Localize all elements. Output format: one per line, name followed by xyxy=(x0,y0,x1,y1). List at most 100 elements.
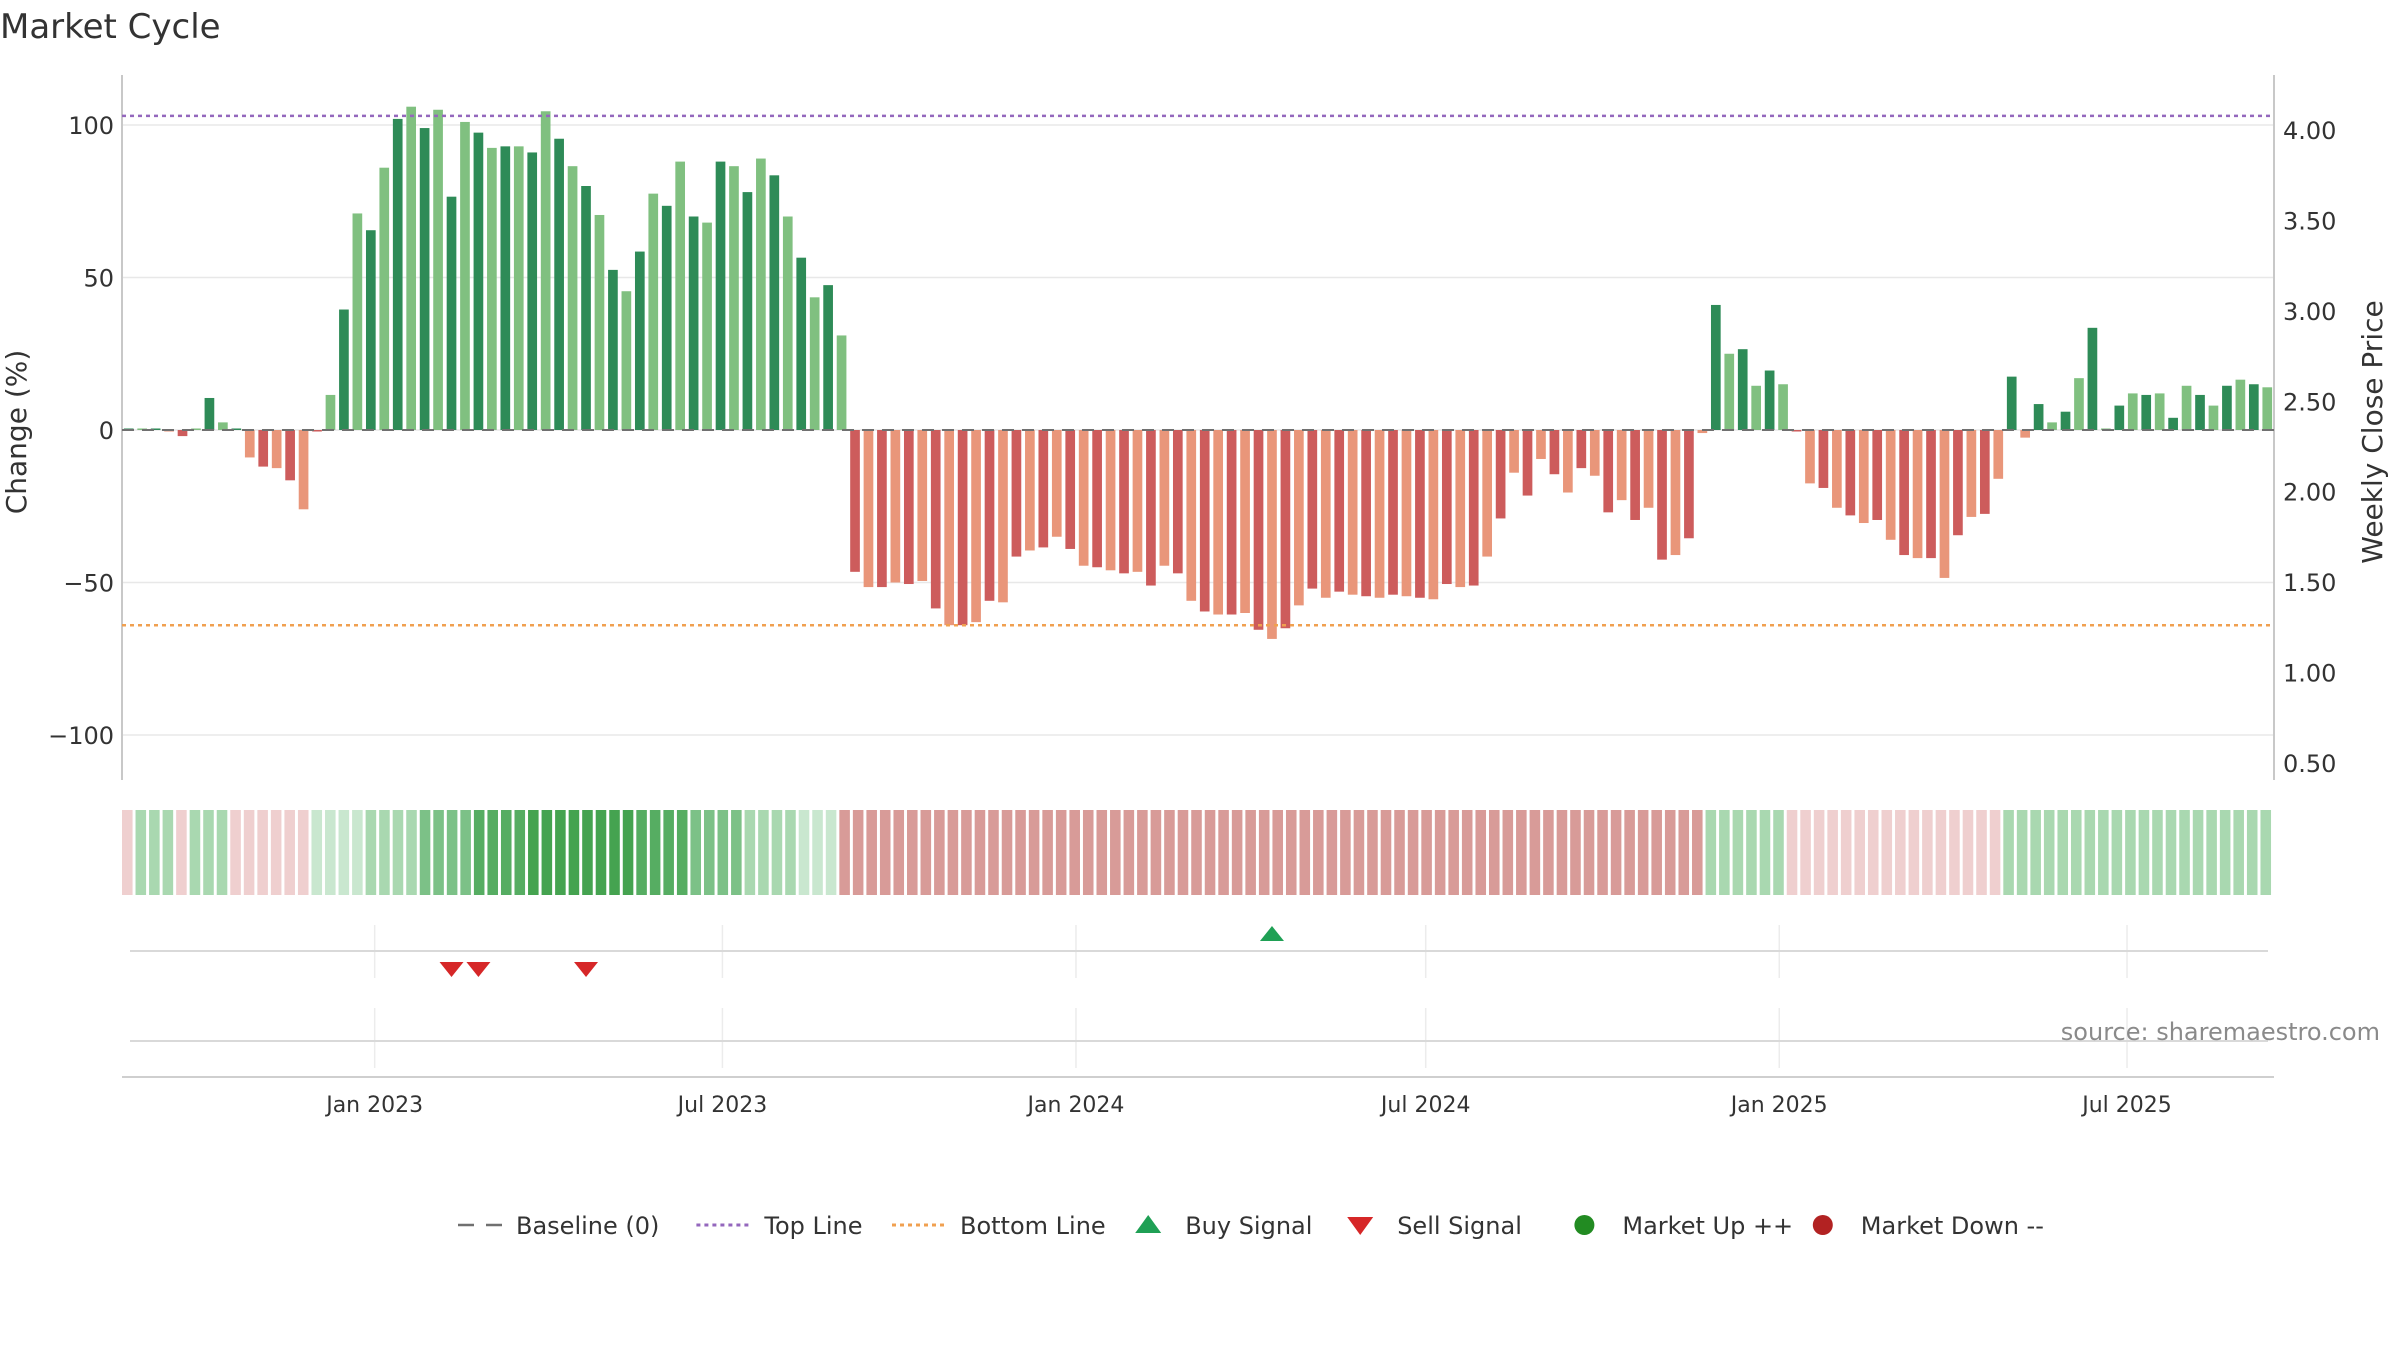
right-tick-label: 3.50 xyxy=(2283,207,2336,235)
status-cell xyxy=(1692,810,1703,895)
status-cell xyxy=(622,810,634,895)
change-bar xyxy=(1119,430,1129,574)
status-cell xyxy=(2260,810,2272,895)
status-cell xyxy=(487,810,498,895)
status-cell xyxy=(135,810,147,895)
source-text: source: sharemaestro.com xyxy=(2061,1018,2380,1046)
status-cell xyxy=(1773,810,1784,895)
market-status-strip xyxy=(122,810,2272,895)
status-cell xyxy=(1110,810,1121,895)
status-cell xyxy=(365,810,377,895)
status-cell xyxy=(1340,810,1351,895)
right-axis-label: Weekly Close Price xyxy=(2356,300,2389,563)
change-bar xyxy=(594,214,605,430)
change-bar xyxy=(1441,430,1452,585)
status-cell xyxy=(1895,810,1906,895)
change-bar xyxy=(675,161,686,430)
legend-market-up-swatch xyxy=(1574,1215,1595,1235)
change-bar xyxy=(191,428,201,430)
change-bar xyxy=(1428,430,1439,600)
status-cell xyxy=(1962,810,1974,895)
status-cell xyxy=(2111,810,2123,895)
change-bar xyxy=(513,146,524,430)
change-bar xyxy=(473,132,484,431)
change-bar xyxy=(258,430,269,467)
status-cell xyxy=(1854,810,1865,895)
status-cell xyxy=(1949,810,1960,895)
status-cell xyxy=(1597,810,1608,895)
status-cell xyxy=(920,810,932,895)
status-cell xyxy=(1678,810,1690,895)
status-cell xyxy=(1285,810,1297,895)
status-cell xyxy=(609,810,620,895)
status-cell xyxy=(460,810,471,895)
legend-label: Market Down -- xyxy=(1861,1212,2044,1240)
status-cell xyxy=(1015,810,1026,895)
chart-title: Market Cycle xyxy=(0,7,221,47)
status-cell xyxy=(1177,810,1189,895)
status-cell xyxy=(2246,810,2258,895)
change-bar xyxy=(930,430,941,609)
change-bar xyxy=(1401,430,1412,597)
change-bar xyxy=(1334,430,1345,592)
status-cell xyxy=(1637,810,1649,895)
status-cell xyxy=(1813,810,1825,895)
status-cell xyxy=(1055,810,1067,895)
change-bar xyxy=(823,285,833,431)
status-cell xyxy=(352,810,363,895)
legend-label: Market Up ++ xyxy=(1622,1212,1793,1240)
change-bar xyxy=(1361,430,1371,597)
status-cell xyxy=(419,810,431,895)
status-cell xyxy=(2138,810,2150,895)
legend-market-down-swatch xyxy=(1812,1215,1833,1235)
status-cell xyxy=(1705,810,1717,895)
change-bar xyxy=(1764,370,1775,430)
status-cell xyxy=(1543,810,1554,895)
status-cell xyxy=(961,810,972,895)
change-bar xyxy=(756,158,766,431)
status-cell xyxy=(1881,810,1893,895)
status-cell xyxy=(297,810,309,895)
status-cell xyxy=(379,810,390,895)
legend: Baseline (0) Top Line Bottom Line Buy Signa… xyxy=(458,1212,2044,1240)
change-bar xyxy=(809,297,820,430)
change-bar xyxy=(621,291,632,430)
change-bar xyxy=(365,230,376,430)
status-cell xyxy=(1069,810,1080,895)
change-bar xyxy=(688,216,699,430)
status-cell xyxy=(1786,810,1798,895)
status-cell xyxy=(1434,810,1446,895)
change-bar xyxy=(850,430,860,572)
status-cell xyxy=(934,810,945,895)
status-cell xyxy=(744,810,756,895)
left-tick-label: 100 xyxy=(68,112,114,140)
status-cell xyxy=(1258,810,1270,895)
status-cell xyxy=(1367,810,1378,895)
change-bar xyxy=(634,251,645,430)
change-bar xyxy=(244,430,255,458)
status-cell xyxy=(2179,810,2190,895)
change-bar xyxy=(1899,430,1909,556)
status-cell xyxy=(2098,810,2109,895)
status-cell xyxy=(1042,810,1053,895)
status-cell xyxy=(2043,810,2055,895)
status-cell xyxy=(1082,810,1094,895)
change-bar xyxy=(1226,430,1237,615)
status-cell xyxy=(1475,810,1487,895)
change-bar xyxy=(998,430,1008,603)
change-bar xyxy=(1374,430,1385,598)
status-cell xyxy=(325,810,336,895)
change-bar xyxy=(1025,430,1035,551)
sell-signal-marker xyxy=(466,962,491,977)
change-bar xyxy=(1092,430,1102,568)
legend-label: Sell Signal xyxy=(1397,1212,1522,1240)
change-bar xyxy=(1186,430,1197,601)
change-bar xyxy=(2033,404,2044,430)
status-cell xyxy=(1123,810,1135,895)
right-tick-label: 2.50 xyxy=(2283,388,2336,416)
status-cell xyxy=(731,810,742,895)
change-bar xyxy=(298,430,309,510)
status-cell xyxy=(1719,810,1730,895)
right-tick-label: 2.00 xyxy=(2283,479,2336,507)
change-bar xyxy=(1468,430,1479,586)
